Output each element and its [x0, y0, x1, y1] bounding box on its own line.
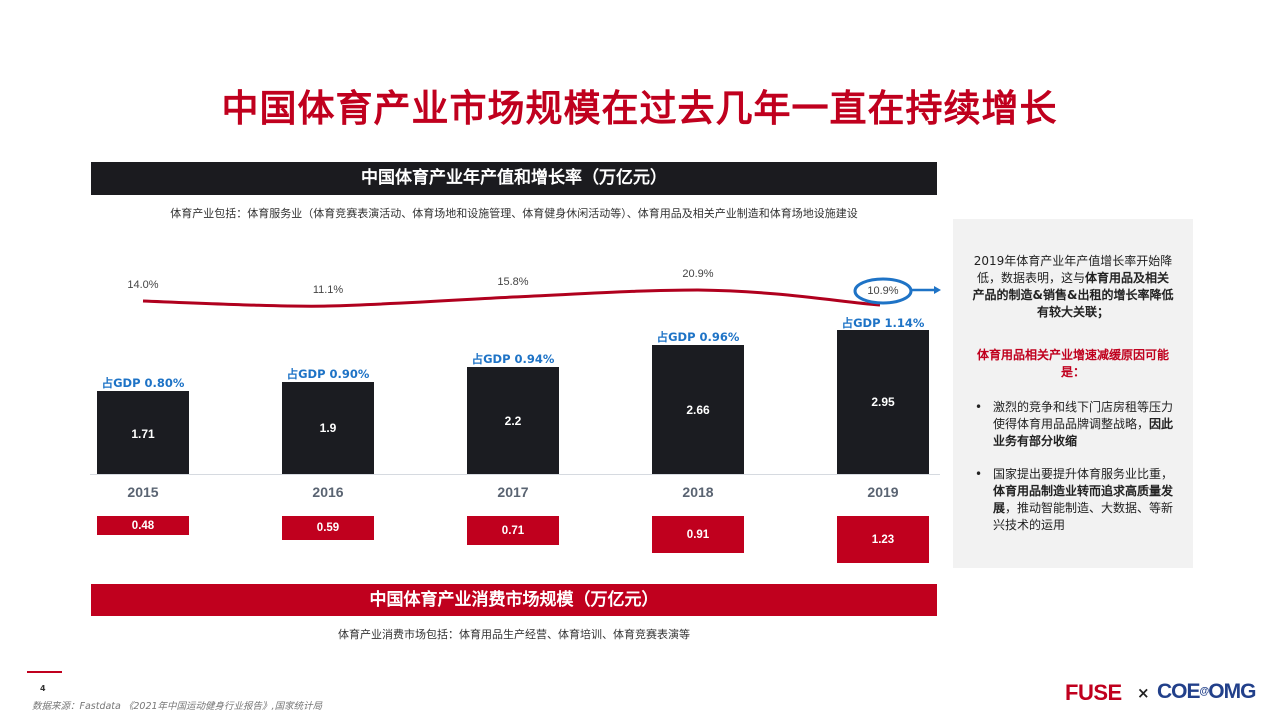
- reason-text: 国家提出要提升体育服务业比重，: [993, 467, 1174, 481]
- coe-omg-logo: COE@OMG: [1157, 680, 1256, 704]
- growth-label-2017: 15.8%: [497, 276, 529, 288]
- growth-label-2018: 20.9%: [682, 268, 714, 280]
- reason-tail: ，推动智能制造、大数据、等新兴技术的运用: [993, 501, 1174, 532]
- output-bar-2016: 1.9: [282, 382, 374, 474]
- reason-text: 激烈的竞争和线下门店房租等压力使得体育用品品牌调整战略，: [993, 400, 1174, 431]
- page-number: 4: [40, 684, 46, 693]
- year-label-2015: 2015: [127, 484, 159, 500]
- reason-emphasis: 因此业务有部分收缩: [993, 417, 1174, 448]
- growth-label-2019: 10.9%: [867, 285, 899, 297]
- consumption-bar-2019: 1.23: [837, 516, 929, 563]
- top-chart-header: 中国体育产业年产值和增长率（万亿元）: [91, 162, 937, 195]
- bar-value: 2.2: [504, 413, 522, 428]
- page-title: 中国体育产业市场规模在过去几年一直在持续增长: [221, 87, 1058, 130]
- bar-value: 2.66: [686, 402, 710, 417]
- output-bar-2019: 2.95: [837, 330, 929, 474]
- reason-item: 国家提出要提升体育服务业比重， 体育用品制造业转而追求高质量发展，推动智能制造、大…: [971, 466, 1175, 534]
- growth-label-2015: 14.0%: [127, 279, 159, 291]
- times-symbol: ×: [1137, 684, 1150, 702]
- gdp-label-2019: 占GDP 1.14%: [841, 316, 925, 330]
- consumption-bar-2015: 0.48: [97, 516, 189, 535]
- growth-curve: [142, 288, 881, 308]
- fuse-logo: FUSE: [1065, 680, 1122, 705]
- consumption-bar-2016: 0.59: [282, 516, 374, 540]
- coe-text: COE: [1157, 680, 1201, 703]
- top-chart-note: 体育产业包括：体育服务业（体育竞赛表演活动、体育场地和设施管理、体育健身休闲活动…: [170, 207, 858, 220]
- bar-value: 0.59: [316, 522, 340, 534]
- reason-title: 体育用品相关产业增速减缓原因可能是：: [976, 348, 1169, 379]
- data-source: 数据来源：Fastdata 《2021年中国运动健身行业报告》,国家统计局: [32, 701, 323, 712]
- consumption-bar-2018: 0.91: [652, 516, 744, 553]
- bar-value: 2.95: [871, 395, 895, 409]
- growth-rate-line: [142, 277, 941, 308]
- intro-text: 2019年体育产业年产值增长率开始降低，数据表明，这与: [973, 254, 1173, 285]
- year-label-2018: 2018: [682, 484, 714, 500]
- bar-value: 0.71: [501, 524, 525, 537]
- reason-list: 激烈的竞争和线下门店房租等压力使得体育用品品牌调整战略，因此业务有部分收缩 国家…: [971, 399, 1175, 534]
- bar-value: 1.23: [871, 533, 895, 546]
- reason-item: 激烈的竞争和线下门店房租等压力使得体育用品品牌调整战略，因此业务有部分收缩: [971, 399, 1175, 450]
- consumption-bar-2017: 0.71: [467, 516, 559, 545]
- footer-divider: [27, 671, 62, 673]
- bottom-chart-note: 体育产业消费市场包括：体育用品生产经营、体育培训、体育竞赛表演等: [338, 628, 690, 641]
- gdp-label-2015: 占GDP 0.80%: [101, 376, 185, 390]
- gdp-label-2016: 占GDP 0.90%: [286, 367, 370, 381]
- growth-label-2016: 11.1%: [312, 284, 344, 296]
- output-bar-2015: 1.71: [97, 391, 189, 474]
- year-label-2019: 2019: [867, 484, 899, 500]
- omg-text: OMG: [1208, 680, 1256, 703]
- year-label-2016: 2016: [312, 484, 344, 500]
- insight-intro: 2019年体育产业年产值增长率开始降低，数据表明，这与体育用品及相关产品的制造&…: [971, 253, 1175, 321]
- bottom-chart-header: 中国体育产业消费市场规模（万亿元）: [91, 584, 937, 616]
- reason-emphasis: 体育用品制造业转而追求高质量发展: [993, 484, 1174, 515]
- insight-panel: 2019年体育产业年产值增长率开始降低，数据表明，这与体育用品及相关产品的制造&…: [953, 219, 1193, 568]
- output-bar-2018: 2.66: [652, 345, 744, 474]
- bar-value: 0.91: [686, 528, 710, 541]
- bar-value: 1.71: [131, 426, 155, 441]
- gdp-label-2018: 占GDP 0.96%: [656, 330, 740, 344]
- x-axis-line: [90, 474, 940, 475]
- arrow-head-icon: [934, 286, 941, 294]
- at-symbol: @: [1199, 686, 1210, 697]
- intro-emphasis: 体育用品及相关产品的制造&销售&出租的增长率降低有较大关联；: [972, 271, 1174, 319]
- gdp-label-2017: 占GDP 0.94%: [471, 352, 555, 366]
- bar-value: 0.48: [131, 519, 155, 532]
- bar-value: 1.9: [319, 421, 337, 435]
- year-label-2017: 2017: [497, 484, 529, 500]
- output-bar-2017: 2.2: [467, 367, 559, 474]
